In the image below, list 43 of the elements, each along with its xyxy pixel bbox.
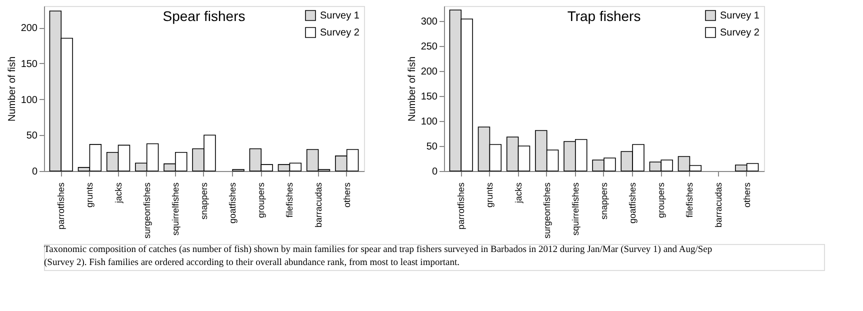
y-tick-label: 150 — [420, 92, 438, 102]
x-tick-label: jacks — [113, 182, 124, 204]
x-tick-label: snappers — [199, 182, 209, 220]
x-tick-label: jacks — [513, 182, 524, 204]
legend-label: Survey 1 — [320, 10, 360, 22]
x-tick-label: barracudas — [313, 182, 324, 228]
y-tick-label: 150 — [20, 58, 38, 70]
y-tick-label: 0 — [32, 166, 38, 178]
x-tick-label: goatfishes — [628, 182, 638, 224]
legend-label: Survey 2 — [320, 28, 360, 38]
y-tick-label: 100 — [420, 116, 438, 128]
x-tick-label: grunts — [84, 182, 95, 208]
x-tick-label: grunts — [484, 182, 495, 208]
text: Taxonomic composition of catches (as number of fish) shown by main families for spear and trap fishers surveyed in Barbados in 2012 during Jan/Mar (Survey 1) and Aug/Sep (Survey 2). Fish families are ordered according to their overall abundance rank, from most to least important. — [44, 245, 712, 268]
y-tick-label: 50 — [426, 142, 438, 152]
y-tick-label: 250 — [420, 42, 438, 52]
x-tick-label: groupers — [256, 182, 266, 218]
x-tick-label: filefishes — [684, 182, 695, 218]
y-tick-label: 200 — [20, 23, 38, 34]
x-tick-label: surgeonfishes — [142, 182, 152, 239]
y-tick-label: 300 — [420, 16, 438, 28]
x-tick-label: squirrelfishes — [570, 182, 580, 236]
y-axis-title: Number of fish — [406, 56, 418, 122]
x-tick-label: groupers — [656, 182, 666, 218]
x-tick-label: snappers — [599, 182, 609, 220]
y-tick-label: 200 — [420, 66, 438, 78]
legend-label: Survey 1 — [720, 10, 760, 22]
y-tick-label: 0 — [432, 166, 438, 178]
x-tick-label: squirrelfishes — [170, 182, 180, 236]
x-tick-label: goatfishes — [228, 182, 238, 224]
chart-title: Spear fishers — [162, 8, 246, 24]
x-tick-label: others — [342, 182, 352, 208]
x-tick-label: surgeonfishes — [542, 182, 552, 239]
y-tick-label: 50 — [26, 130, 38, 142]
legend-label: Survey 2 — [720, 28, 760, 38]
x-tick-label: filefishes — [284, 182, 295, 218]
chart-title: Trap fishers — [567, 8, 641, 24]
x-tick-label: parrotfishes — [56, 182, 66, 230]
x-tick-label: barracudas — [713, 182, 724, 228]
x-tick-label: others — [742, 182, 752, 208]
y-tick-label: 100 — [20, 94, 38, 106]
x-tick-label: parrotfishes — [456, 182, 466, 230]
y-axis-title: Number of fish — [6, 56, 18, 122]
